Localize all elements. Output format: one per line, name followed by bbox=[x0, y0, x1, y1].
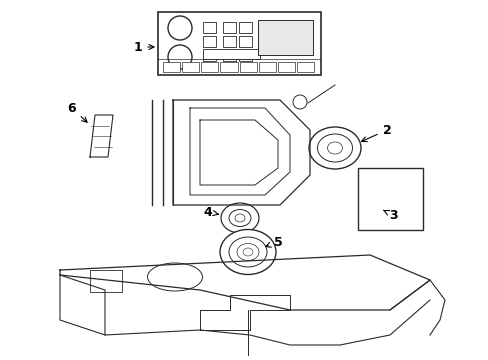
Ellipse shape bbox=[327, 142, 342, 154]
Text: 3: 3 bbox=[383, 208, 397, 221]
Ellipse shape bbox=[243, 248, 252, 256]
Bar bbox=[90, 270, 122, 292]
Bar bbox=[239, 22, 251, 33]
Bar bbox=[258, 20, 312, 55]
Bar bbox=[239, 36, 251, 47]
Circle shape bbox=[168, 16, 192, 40]
Ellipse shape bbox=[308, 127, 360, 169]
Circle shape bbox=[292, 95, 306, 109]
Ellipse shape bbox=[147, 263, 202, 291]
Ellipse shape bbox=[221, 203, 259, 233]
Ellipse shape bbox=[317, 134, 352, 162]
Bar bbox=[296, 62, 313, 72]
Bar bbox=[182, 62, 199, 72]
Ellipse shape bbox=[235, 214, 244, 222]
Bar bbox=[163, 62, 180, 72]
Bar bbox=[158, 12, 320, 75]
Text: 4: 4 bbox=[203, 206, 218, 219]
Bar bbox=[203, 50, 216, 61]
Bar bbox=[258, 62, 275, 72]
Text: 5: 5 bbox=[265, 235, 282, 248]
Bar bbox=[223, 22, 236, 33]
Bar bbox=[223, 36, 236, 47]
Text: 2: 2 bbox=[361, 123, 390, 141]
Circle shape bbox=[168, 45, 192, 69]
Bar bbox=[357, 168, 422, 230]
Bar bbox=[203, 49, 260, 59]
Bar bbox=[203, 36, 216, 47]
Bar bbox=[239, 62, 256, 72]
Ellipse shape bbox=[237, 243, 259, 261]
Bar bbox=[201, 62, 218, 72]
Bar bbox=[220, 62, 237, 72]
Ellipse shape bbox=[220, 230, 275, 275]
Bar bbox=[203, 22, 216, 33]
Bar bbox=[239, 50, 251, 61]
Text: 6: 6 bbox=[67, 102, 87, 122]
Bar bbox=[223, 50, 236, 61]
Bar bbox=[277, 62, 294, 72]
Ellipse shape bbox=[228, 210, 250, 226]
Text: 1: 1 bbox=[133, 41, 154, 54]
Ellipse shape bbox=[228, 237, 266, 267]
